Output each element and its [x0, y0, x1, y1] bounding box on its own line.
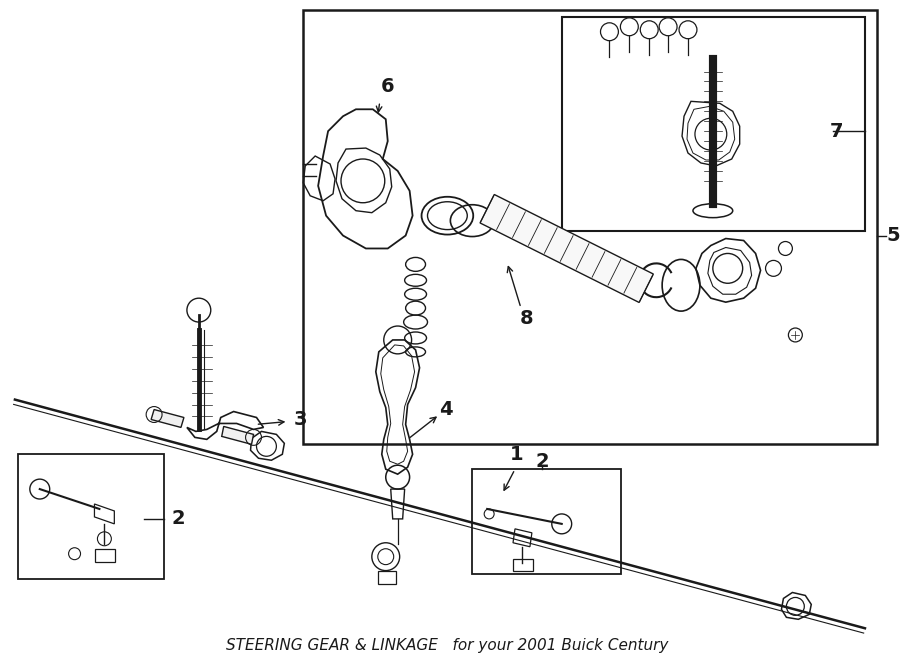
- Text: 2: 2: [535, 451, 549, 471]
- Text: 2: 2: [172, 510, 185, 528]
- Text: 7: 7: [830, 122, 843, 141]
- Text: STEERING GEAR & LINKAGE   for your 2001 Buick Century: STEERING GEAR & LINKAGE for your 2001 Bu…: [226, 638, 669, 653]
- Text: 5: 5: [886, 226, 900, 245]
- Text: 3: 3: [293, 410, 307, 429]
- Polygon shape: [480, 194, 653, 303]
- Text: 6: 6: [381, 77, 394, 96]
- Text: 1: 1: [510, 445, 524, 464]
- Text: 4: 4: [438, 400, 452, 419]
- Polygon shape: [221, 426, 254, 444]
- Text: 8: 8: [520, 309, 534, 328]
- Polygon shape: [151, 410, 184, 428]
